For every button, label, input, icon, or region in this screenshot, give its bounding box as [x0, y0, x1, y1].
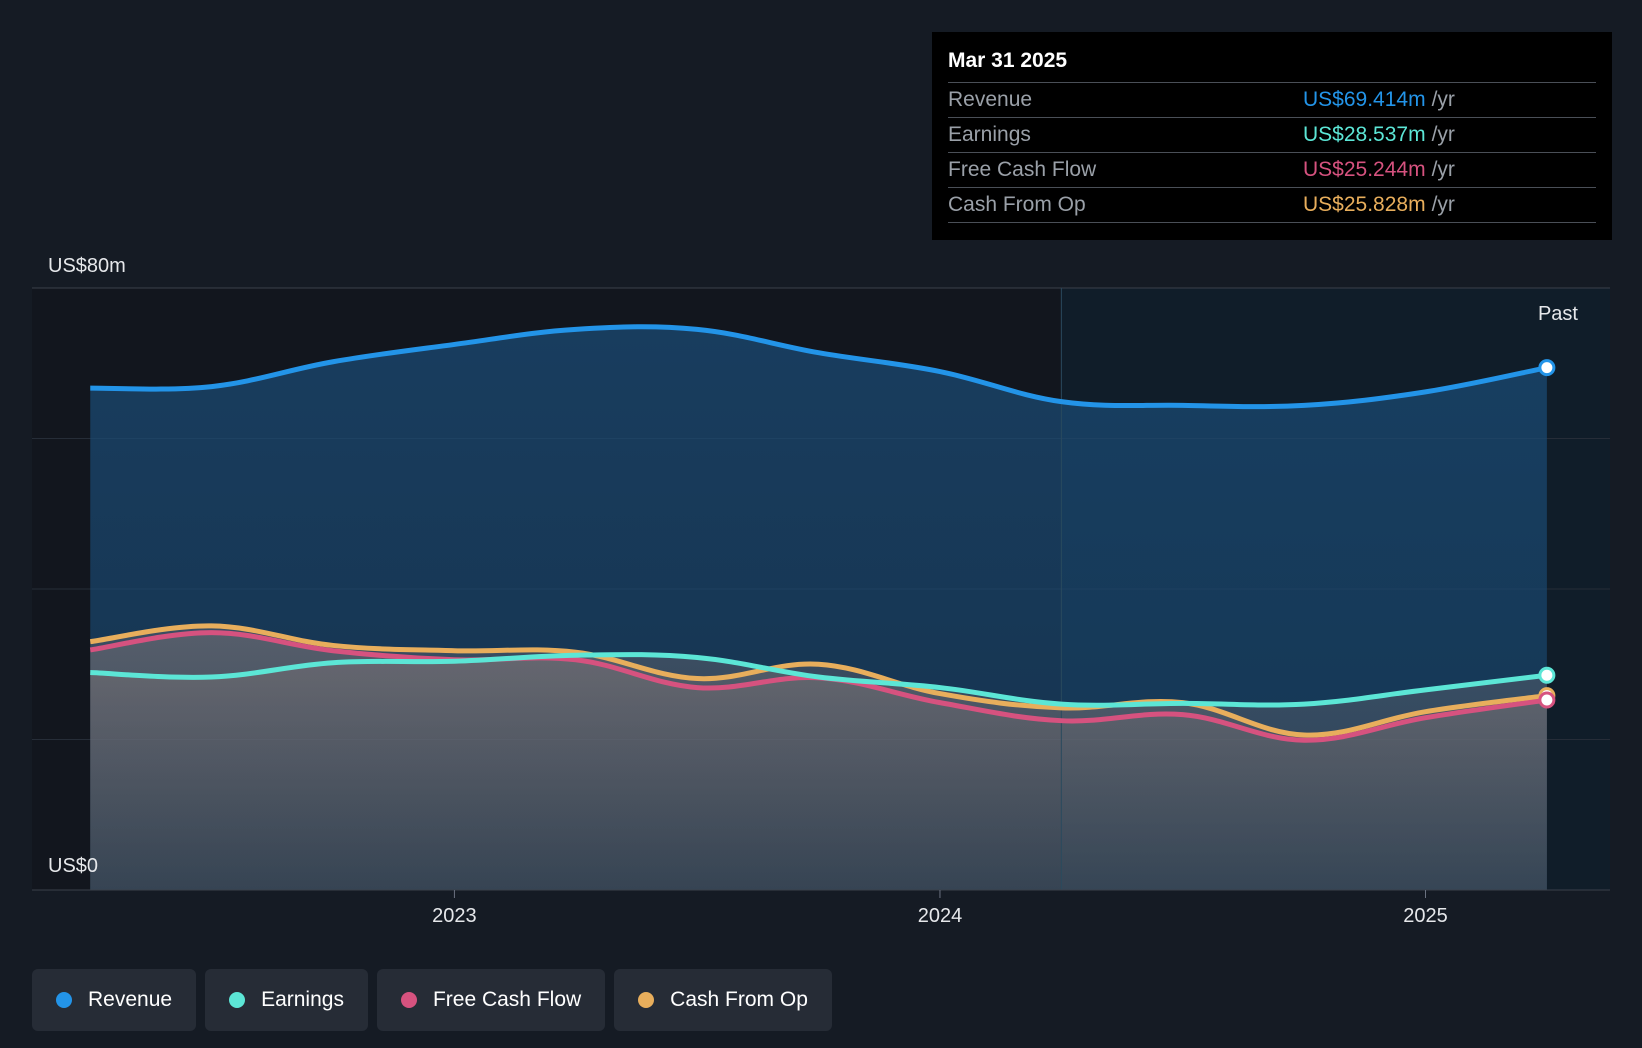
tooltip: Mar 31 2025 Revenue US$69.414m /yr Earni…: [932, 32, 1612, 240]
tooltip-unit: /yr: [1431, 123, 1455, 146]
x-tick-label: 2024: [918, 905, 963, 927]
tooltip-row-free-cash-flow: Free Cash Flow US$25.244m /yr: [948, 153, 1596, 188]
earnings-endpoint-marker: [1538, 666, 1556, 684]
tooltip-value: US$25.828m: [1303, 193, 1426, 216]
tooltip-label: Cash From Op: [948, 193, 1086, 216]
x-tick-label: 2023: [432, 905, 477, 927]
tooltip-row-earnings: Earnings US$28.537m /yr: [948, 118, 1596, 153]
legend-label: Earnings: [261, 988, 344, 1011]
tooltip-date: Mar 31 2025: [948, 46, 1596, 83]
legend-label: Revenue: [88, 988, 173, 1011]
revenue-endpoint-marker: [1538, 359, 1556, 377]
past-label: Past: [1538, 303, 1578, 325]
cash-from-op-area: [90, 625, 1547, 890]
cash-from-op-line: [89, 623, 1548, 738]
legend-label: Cash From Op: [670, 988, 808, 1011]
tooltip-label: Free Cash Flow: [948, 158, 1097, 181]
legend-label: Free Cash Flow: [432, 988, 582, 1011]
legend-item-cash-from-op[interactable]: Cash From Op: [614, 969, 832, 1031]
tooltip-value: US$25.244m: [1303, 158, 1426, 181]
legend-dot-icon: [638, 992, 655, 1008]
y-tick-label-min: US$0: [48, 855, 98, 877]
tooltip-unit: /yr: [1431, 158, 1455, 181]
legend-item-free-cash-flow[interactable]: Free Cash Flow: [376, 969, 606, 1031]
tooltip-row-cash-from-op: Cash From Op US$25.828m /yr: [948, 188, 1596, 223]
legend-dot-icon: [229, 992, 246, 1008]
free-cash-flow-endpoint-marker: [1538, 691, 1556, 709]
legend-dot-icon: [56, 992, 72, 1008]
legend: Revenue Earnings Free Cash Flow Cash Fro…: [32, 969, 832, 1031]
legend-item-earnings[interactable]: Earnings: [205, 969, 368, 1031]
x-axis: 2023 2024 2025: [432, 890, 1448, 927]
tooltip-value: US$28.537m: [1303, 123, 1426, 146]
earnings-line: [90, 652, 1548, 708]
legend-item-revenue[interactable]: Revenue: [32, 969, 197, 1031]
tooltip-unit: /yr: [1431, 88, 1455, 111]
tooltip-label: Earnings: [948, 123, 1031, 146]
revenue-line: [90, 324, 1548, 410]
tooltip-value: US$69.414m: [1303, 88, 1426, 111]
tooltip-unit: /yr: [1431, 193, 1455, 216]
x-tick-label: 2025: [1403, 905, 1448, 927]
legend-dot-icon: [400, 992, 417, 1008]
y-tick-label-max: US$80m: [48, 255, 126, 277]
tooltip-row-revenue: Revenue US$69.414m /yr: [948, 83, 1596, 118]
tooltip-label: Revenue: [948, 88, 1033, 111]
